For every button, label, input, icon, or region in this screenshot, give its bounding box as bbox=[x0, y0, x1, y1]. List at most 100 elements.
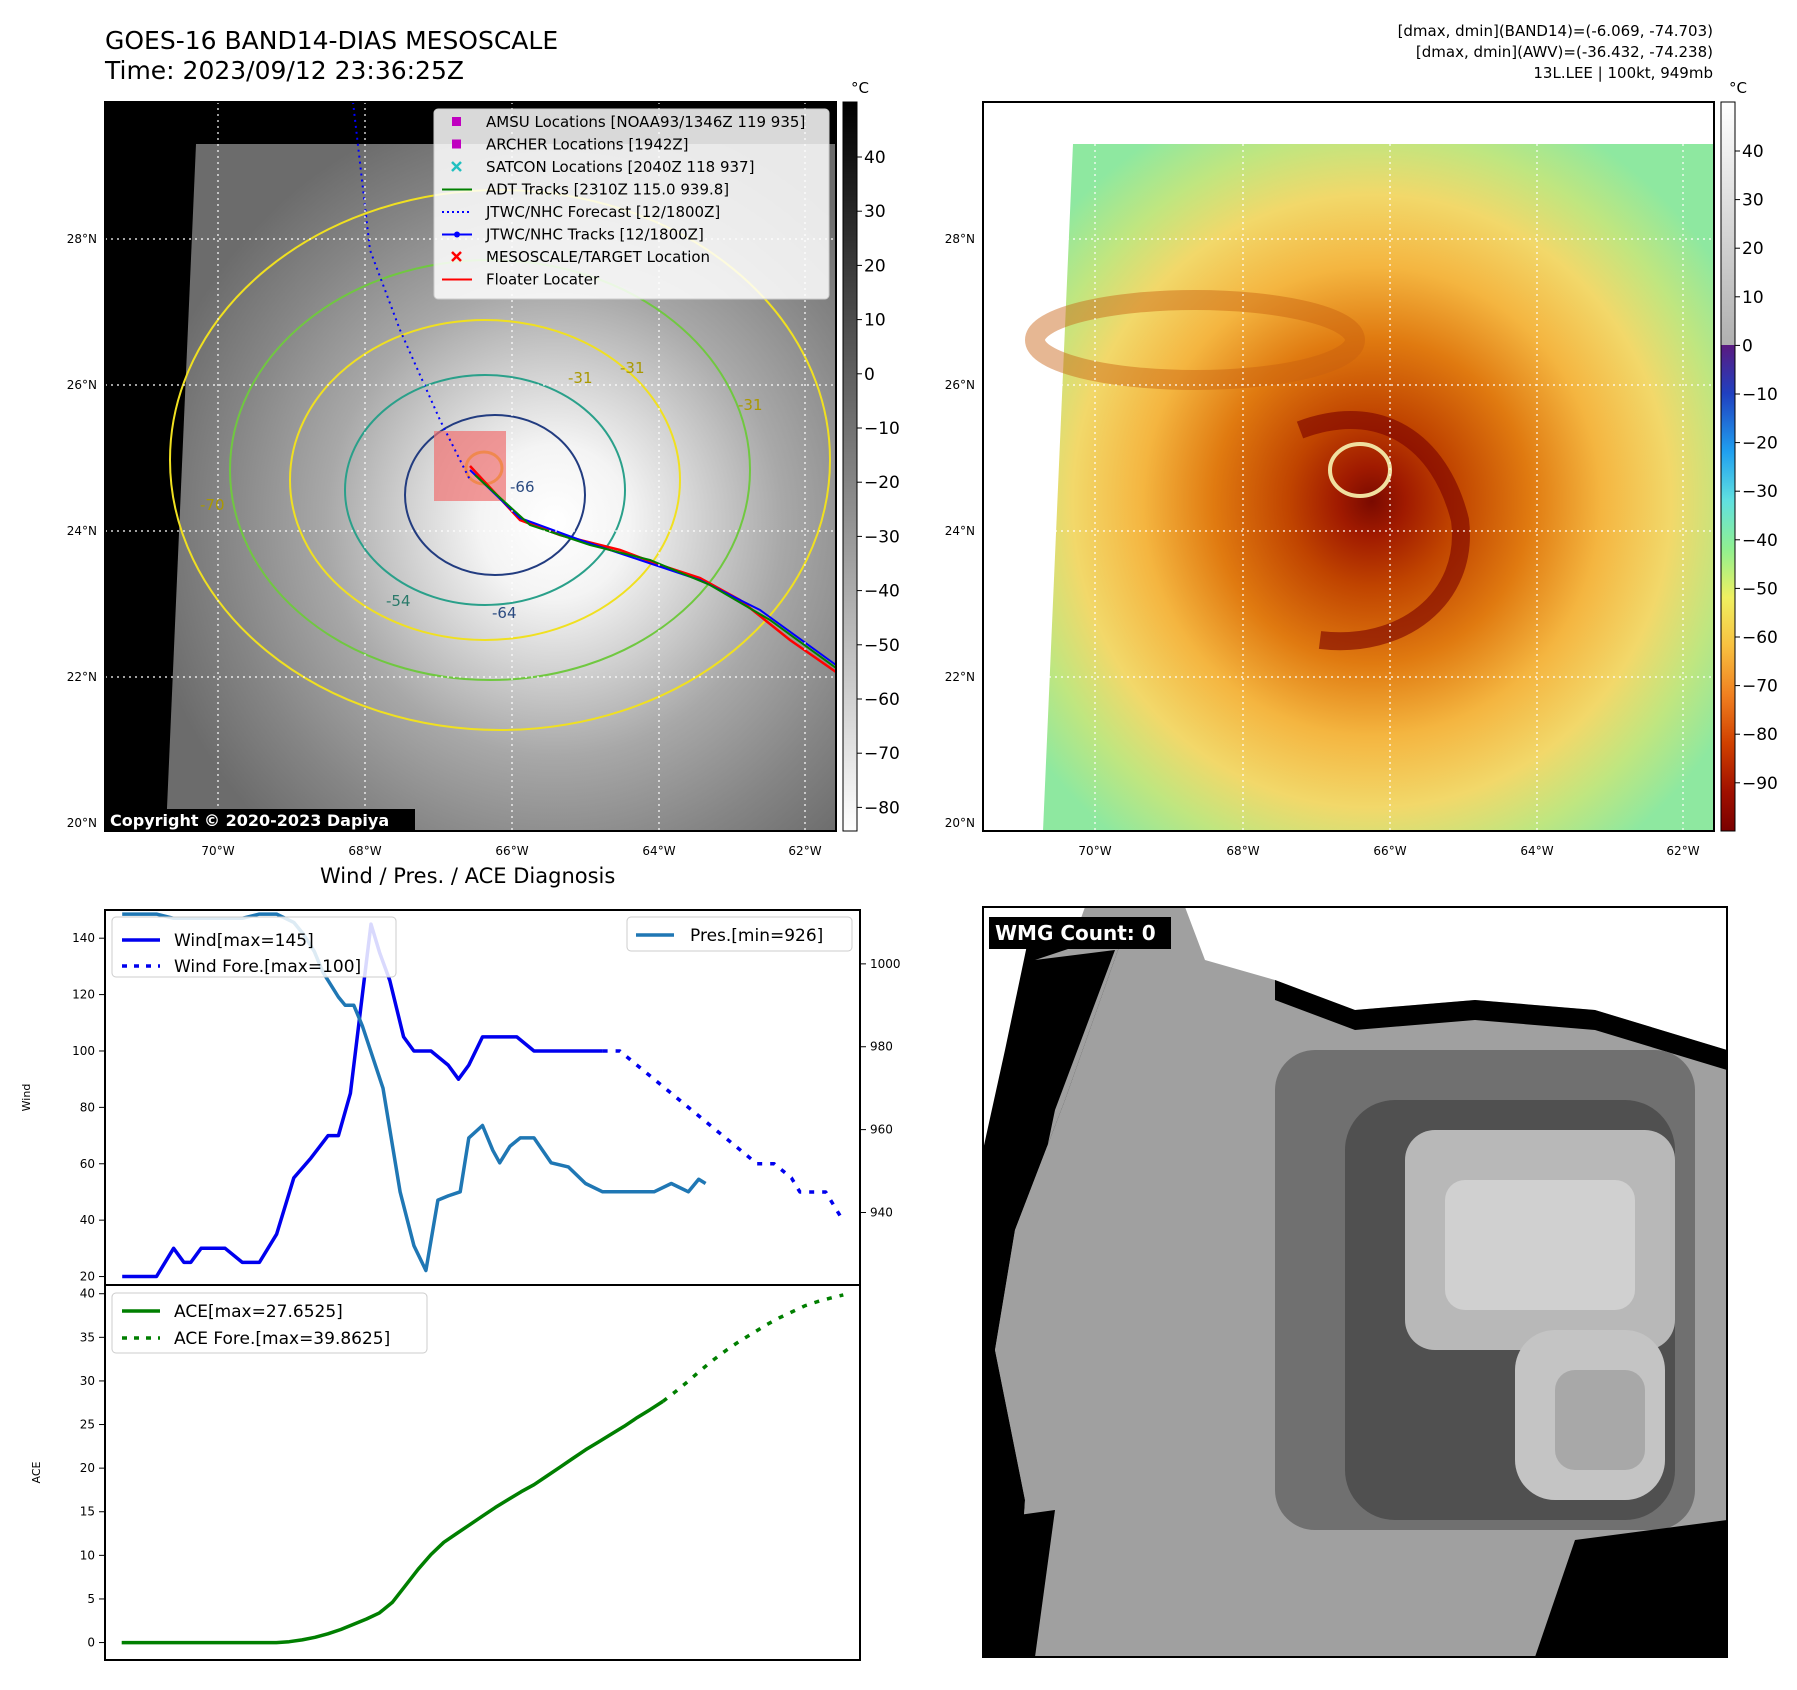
colorbar-tick-label: −20 bbox=[864, 473, 900, 493]
y-tick-label: 80 bbox=[80, 1100, 95, 1114]
legend-marker-x bbox=[451, 251, 462, 262]
lat-label-left: 20°N bbox=[67, 816, 97, 830]
colorbar-tick-label: −40 bbox=[1742, 531, 1778, 551]
colorbar-tick-label: −70 bbox=[864, 744, 900, 764]
colorbar-tick-label: −10 bbox=[1742, 385, 1778, 405]
colorbar-tick-label: −90 bbox=[1742, 774, 1778, 794]
lon-label-right: 70°W bbox=[1078, 844, 1111, 858]
legend-item: MESOSCALE/TARGET Location bbox=[451, 248, 710, 266]
legend-marker-x bbox=[451, 161, 462, 172]
lat-label-right: 28°N bbox=[945, 232, 975, 246]
y2-tick-label: 960 bbox=[870, 1123, 893, 1137]
top-panels: -31 -31 -31 -54 -64 -66 -70 AMSU Locatio… bbox=[67, 79, 1778, 858]
legend-label: Floater Locater bbox=[486, 271, 600, 289]
lon-label-right: 68°W bbox=[1226, 844, 1259, 858]
color-colorbar-top bbox=[1721, 102, 1735, 345]
legend-item: ADT Tracks [2310Z 115.0 939.8] bbox=[442, 181, 729, 199]
lat-label-right: 22°N bbox=[945, 670, 975, 684]
y2-tick-label: 980 bbox=[870, 1040, 893, 1054]
colorbar-tick-label: 0 bbox=[864, 365, 875, 385]
y-tick-label: 40 bbox=[80, 1213, 95, 1227]
colorbar-tick-label: −50 bbox=[1742, 579, 1778, 599]
ace-legend: ACE[max=27.6525] ACE Fore.[max=39.8625] bbox=[111, 1292, 428, 1354]
legend-item: AMSU Locations [NOAA93/1346Z 119 935] bbox=[452, 113, 805, 131]
legend-item: JTWC/NHC Tracks [12/1800Z] bbox=[442, 226, 704, 244]
legend-item: Floater Locater bbox=[442, 271, 600, 289]
contour-label: -66 bbox=[510, 478, 535, 496]
info-line-1: [dmax, dmin](BAND14)=(-6.069, -74.703) bbox=[1397, 22, 1713, 40]
series-line bbox=[121, 1399, 664, 1645]
y-tick-label: 40 bbox=[80, 1287, 95, 1301]
colorbar-tick-label: −30 bbox=[864, 527, 900, 547]
legend-label: ACE[max=27.6525] bbox=[174, 1302, 343, 1322]
colorbar-tick-label: −70 bbox=[1742, 677, 1778, 697]
legend-marker-dot bbox=[454, 231, 460, 238]
legend-marker-square bbox=[452, 139, 461, 149]
y-tick-label: 0 bbox=[87, 1636, 95, 1650]
legend-marker-square bbox=[452, 117, 461, 126]
contour-label: -31 bbox=[568, 369, 593, 387]
gray-colorbar bbox=[842, 101, 858, 832]
y2-tick-label: 1000 bbox=[870, 957, 900, 971]
lon-label-left: 68°W bbox=[348, 844, 381, 858]
legend-item: ARCHER Locations [1942Z] bbox=[452, 136, 689, 154]
legend-label: Pres.[min=926] bbox=[690, 926, 823, 946]
y-tick-label: 15 bbox=[80, 1505, 95, 1519]
series-line bbox=[661, 1293, 844, 1403]
colorbar-tick-label: −80 bbox=[864, 798, 900, 818]
color-map bbox=[982, 101, 1715, 832]
colorbar-tick-label: −60 bbox=[1742, 628, 1778, 648]
colorbar-tick-label: −60 bbox=[864, 690, 900, 710]
contour-label: -31 bbox=[620, 359, 645, 377]
colorbar-tick-label: −50 bbox=[864, 636, 900, 656]
pressure-legend: Pres.[min=926] bbox=[626, 916, 853, 952]
colorbar-tick-label: 20 bbox=[864, 256, 886, 276]
legend-label: AMSU Locations [NOAA93/1346Z 119 935] bbox=[486, 113, 805, 131]
contour-label: -31 bbox=[738, 396, 763, 414]
copyright: Copyright © 2020-2023 Dapiya bbox=[110, 811, 389, 830]
lon-label-right: 62°W bbox=[1666, 844, 1699, 858]
wind-legend: Wind[max=145] Wind Fore.[max=100] bbox=[111, 916, 397, 978]
colorbar-tick-label: −80 bbox=[1742, 725, 1778, 745]
diagnosis-charts: 204060801001201409409609801000WindPressu… bbox=[20, 909, 900, 1661]
y-tick-label: 10 bbox=[80, 1548, 95, 1562]
colorbar-tick-label: 0 bbox=[1742, 336, 1753, 356]
contour-label: -64 bbox=[492, 604, 517, 622]
y-tick-label: 25 bbox=[80, 1418, 95, 1432]
y-axis-label: ACE bbox=[30, 1461, 43, 1483]
lat-label-right: 24°N bbox=[945, 524, 975, 538]
lon-label-right: 66°W bbox=[1373, 844, 1406, 858]
legend-label: ADT Tracks [2310Z 115.0 939.8] bbox=[486, 181, 729, 199]
colorbar-tick-label: 40 bbox=[864, 148, 886, 168]
wmg-count-label: WMG Count: 0 bbox=[995, 921, 1156, 945]
plot-frame bbox=[104, 1284, 861, 1661]
lon-label-left: 70°W bbox=[201, 844, 234, 858]
y-tick-label: 30 bbox=[80, 1374, 95, 1388]
lat-label-left: 22°N bbox=[67, 670, 97, 684]
legend-item: SATCON Locations [2040Z 118 937] bbox=[451, 158, 754, 176]
y-tick-label: 60 bbox=[80, 1157, 95, 1171]
lon-label-right: 64°W bbox=[1520, 844, 1553, 858]
colorbar-tick-label: −30 bbox=[1742, 482, 1778, 502]
colorbar-tick-label: −40 bbox=[864, 582, 900, 602]
colorbar-tick-label: 40 bbox=[1742, 142, 1764, 162]
legend-label: MESOSCALE/TARGET Location bbox=[486, 248, 710, 266]
info-line-2: [dmax, dmin](AWV)=(-36.432, -74.238) bbox=[1415, 43, 1713, 61]
legend-label: JTWC/NHC Tracks [12/1800Z] bbox=[485, 226, 704, 244]
contour-label: -54 bbox=[386, 592, 411, 610]
wmg-panel: WMG Count: 0 bbox=[982, 906, 1728, 1658]
colorbar-tick-label: 20 bbox=[1742, 239, 1764, 259]
legend-label: ARCHER Locations [1942Z] bbox=[486, 136, 689, 154]
figure-title: GOES-16 BAND14-DIAS MESOSCALE bbox=[105, 26, 559, 55]
map-legend: AMSU Locations [NOAA93/1346Z 119 935] ARC… bbox=[433, 108, 830, 300]
y-axis-label: Wind bbox=[20, 1084, 33, 1112]
legend-label: Wind Fore.[max=100] bbox=[174, 957, 361, 977]
gray-colorbar-unit: °C bbox=[851, 79, 869, 97]
series-line bbox=[602, 1049, 845, 1222]
y-tick-label: 20 bbox=[80, 1461, 95, 1475]
lat-label-left: 24°N bbox=[67, 524, 97, 538]
y-tick-label: 100 bbox=[72, 1044, 95, 1058]
info-line-3: 13L.LEE | 100kt, 949mb bbox=[1533, 64, 1713, 82]
lon-label-left: 66°W bbox=[495, 844, 528, 858]
y2-tick-label: 940 bbox=[870, 1205, 893, 1219]
